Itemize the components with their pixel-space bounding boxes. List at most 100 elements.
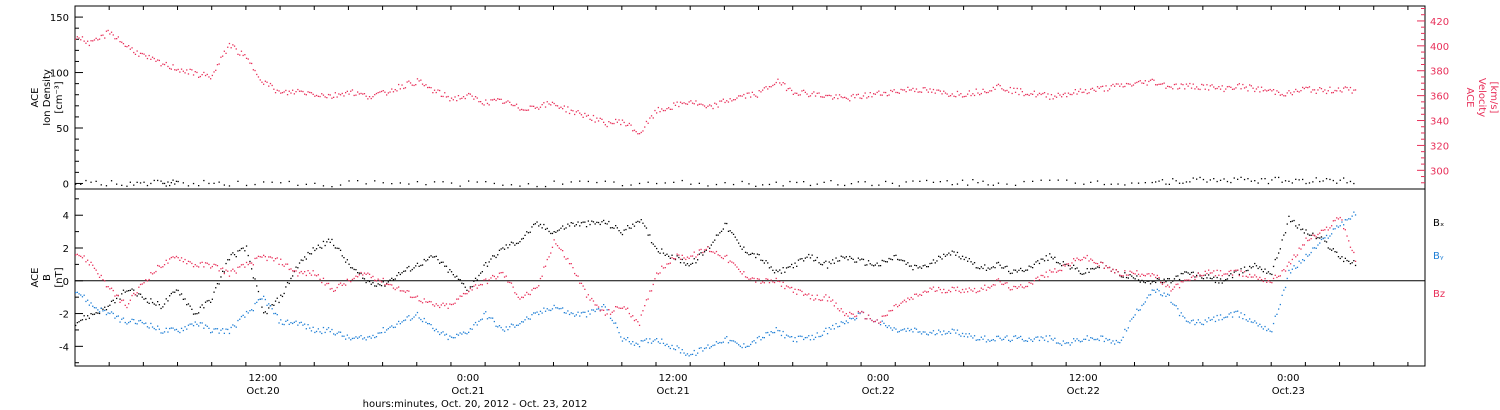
point-by xyxy=(139,319,142,322)
point-velocity xyxy=(495,99,497,102)
point-bx xyxy=(1172,280,1174,282)
point-velocity xyxy=(464,97,466,100)
point-density xyxy=(707,185,709,187)
point-velocity xyxy=(886,95,888,97)
point-by xyxy=(102,310,104,312)
point-by xyxy=(1225,316,1227,318)
point-bz xyxy=(384,284,386,286)
point-velocity xyxy=(724,101,726,104)
point-velocity xyxy=(1219,88,1222,90)
point-bz xyxy=(548,256,550,258)
point-by xyxy=(223,332,225,334)
point-velocity xyxy=(714,102,716,104)
point-bx xyxy=(664,254,666,256)
point-by xyxy=(990,339,993,341)
point-by xyxy=(78,293,80,295)
point-velocity xyxy=(454,96,456,98)
point-by xyxy=(1349,218,1352,220)
point-bx xyxy=(1276,257,1278,259)
point-bz xyxy=(1218,274,1220,276)
point-density xyxy=(288,180,290,183)
point-bx xyxy=(517,242,519,244)
point-bz xyxy=(478,284,480,286)
point-density xyxy=(1346,182,1348,184)
point-velocity xyxy=(985,92,988,94)
point-by xyxy=(533,312,535,314)
point-by xyxy=(577,311,579,313)
point-density xyxy=(961,179,964,181)
point-density xyxy=(656,182,658,185)
point-density xyxy=(1284,180,1287,182)
point-velocity xyxy=(363,93,366,95)
series-density xyxy=(75,176,1355,188)
point-velocity xyxy=(1105,85,1107,87)
point-bz xyxy=(95,269,97,271)
point-bz xyxy=(914,293,916,295)
point-bz xyxy=(724,255,726,257)
point-velocity xyxy=(1066,96,1068,98)
point-bz xyxy=(454,302,456,304)
point-bz xyxy=(850,313,853,315)
point-by xyxy=(153,327,155,330)
point-velocity xyxy=(864,92,866,94)
point-velocity xyxy=(1090,88,1092,90)
point-density xyxy=(1223,178,1225,180)
point-bz xyxy=(941,292,943,294)
point-bz xyxy=(242,263,244,266)
point-by xyxy=(1032,340,1034,342)
point-velocity xyxy=(585,115,588,117)
point-bz xyxy=(1317,233,1319,236)
point-by xyxy=(235,326,237,328)
point-velocity xyxy=(647,122,649,124)
point-by xyxy=(114,317,116,319)
point-bx xyxy=(418,265,420,267)
point-by xyxy=(1221,318,1223,321)
point-bz xyxy=(527,293,530,295)
point-bz xyxy=(1182,281,1184,283)
point-by xyxy=(92,305,94,307)
point-density xyxy=(912,180,914,182)
point-velocity xyxy=(264,80,266,82)
point-bx xyxy=(1167,278,1169,280)
point-bz xyxy=(1291,258,1293,261)
point-velocity xyxy=(244,54,246,56)
point-velocity xyxy=(134,53,137,55)
point-bx xyxy=(529,231,531,233)
point-velocity xyxy=(1257,86,1259,88)
top-left-tick-label: 50 xyxy=(56,124,69,135)
point-bz xyxy=(143,282,145,284)
point-velocity xyxy=(905,91,907,93)
point-by xyxy=(900,329,902,331)
point-bx xyxy=(722,228,724,230)
point-by xyxy=(478,320,480,322)
point-velocity xyxy=(731,100,733,102)
point-bz xyxy=(466,293,468,295)
point-bz xyxy=(468,290,470,293)
point-bx xyxy=(920,267,923,269)
point-by xyxy=(439,333,441,336)
point-velocity xyxy=(956,90,959,93)
point-bx xyxy=(775,269,777,271)
point-velocity xyxy=(456,100,458,102)
point-bx xyxy=(177,289,179,292)
point-bz xyxy=(1148,273,1150,275)
point-bx xyxy=(820,263,822,265)
point-by xyxy=(1103,340,1105,343)
point-bx xyxy=(533,223,535,226)
point-bx xyxy=(878,265,880,267)
point-velocity xyxy=(512,104,514,107)
point-velocity xyxy=(112,34,114,36)
point-by xyxy=(1016,337,1018,339)
point-velocity xyxy=(738,95,740,97)
point-by xyxy=(756,337,759,339)
point-bx xyxy=(1178,278,1181,281)
point-by xyxy=(444,334,446,336)
point-bz xyxy=(1184,279,1186,281)
point-by xyxy=(731,340,733,342)
point-by xyxy=(883,322,885,324)
point-by xyxy=(630,343,632,345)
point-velocity xyxy=(399,88,401,90)
point-by xyxy=(936,333,938,335)
point-bz xyxy=(596,304,598,306)
